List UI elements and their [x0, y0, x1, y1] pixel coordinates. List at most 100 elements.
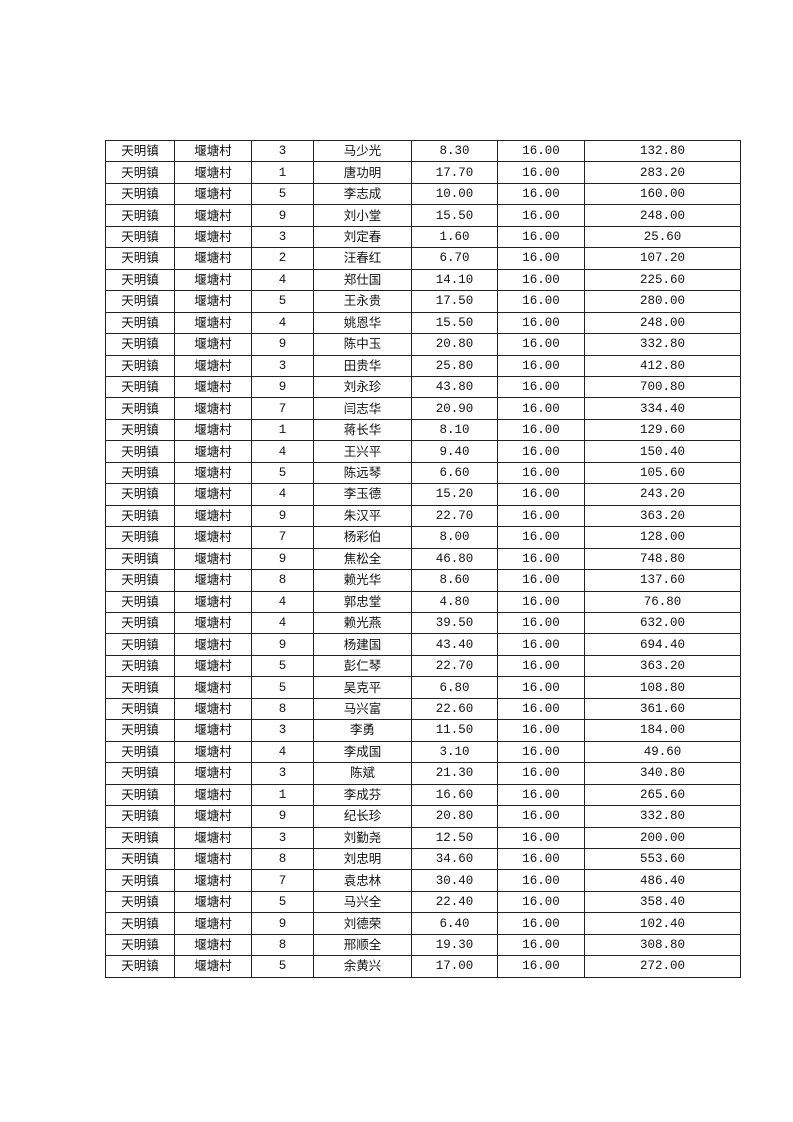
amount-cell: 280.00: [584, 290, 741, 313]
group-cell: 5: [251, 182, 314, 206]
area-cell: 17.50: [411, 290, 498, 313]
amount-cell: 25.60: [584, 225, 741, 249]
rate-cell: 16.00: [497, 139, 585, 163]
amount-cell: 700.80: [584, 375, 741, 399]
rate-cell: 16.00: [497, 354, 585, 377]
rate-cell: 16.00: [497, 397, 585, 420]
amount-cell: 225.60: [584, 268, 741, 292]
name-cell: 赖光燕: [313, 611, 412, 635]
rate-cell: 16.00: [497, 654, 585, 678]
rate-cell: 16.00: [497, 247, 585, 270]
table-row: 天明镇 堰塘村 5 吴克平 6.80 16.00 108.80: [105, 676, 741, 699]
rate-cell: 16.00: [497, 762, 585, 785]
rate-cell: 16.00: [497, 847, 585, 871]
table-row: 天明镇 堰塘村 8 马兴富 22.60 16.00 361.60: [105, 697, 741, 721]
amount-cell: 49.60: [584, 740, 741, 764]
village-cell: 堰塘村: [174, 633, 252, 656]
table-row: 天明镇 堰塘村 3 马少光 8.30 16.00 132.80: [105, 139, 741, 163]
name-cell: 陈斌: [313, 762, 412, 785]
amount-cell: 553.60: [584, 847, 741, 871]
name-cell: 马兴全: [313, 890, 412, 914]
rate-cell: 16.00: [497, 676, 585, 699]
table-row: 天明镇 堰塘村 9 刘永珍 43.80 16.00 700.80: [105, 375, 741, 399]
amount-cell: 332.80: [584, 805, 741, 828]
table-row: 天明镇 堰塘村 9 朱汉平 22.70 16.00 363.20: [105, 504, 741, 528]
village-cell: 堰塘村: [174, 504, 252, 528]
table-row: 天明镇 堰塘村 3 刘勤尧 12.50 16.00 200.00: [105, 826, 741, 849]
town-cell: 天明镇: [105, 375, 175, 399]
table-row: 天明镇 堰塘村 5 李志成 10.00 16.00 160.00: [105, 182, 741, 206]
area-cell: 20.80: [411, 333, 498, 356]
amount-cell: 632.00: [584, 611, 741, 635]
group-cell: 7: [251, 397, 314, 420]
amount-cell: 412.80: [584, 354, 741, 377]
amount-cell: 160.00: [584, 182, 741, 206]
amount-cell: 129.60: [584, 418, 741, 442]
area-cell: 6.80: [411, 676, 498, 699]
group-cell: 4: [251, 590, 314, 613]
town-cell: 天明镇: [105, 805, 175, 828]
table-row: 天明镇 堰塘村 4 姚恩华 15.50 16.00 248.00: [105, 311, 741, 335]
amount-cell: 200.00: [584, 826, 741, 849]
name-cell: 李勇: [313, 719, 412, 742]
name-cell: 朱汉平: [313, 504, 412, 528]
table-row: 天明镇 堰塘村 4 李成国 3.10 16.00 49.60: [105, 740, 741, 764]
rate-cell: 16.00: [497, 375, 585, 399]
amount-cell: 132.80: [584, 139, 741, 163]
area-cell: 8.30: [411, 139, 498, 163]
town-cell: 天明镇: [105, 783, 175, 807]
rate-cell: 16.00: [497, 440, 585, 463]
group-cell: 8: [251, 569, 314, 592]
village-cell: 堰塘村: [174, 762, 252, 785]
town-cell: 天明镇: [105, 268, 175, 292]
town-cell: 天明镇: [105, 869, 175, 892]
town-cell: 天明镇: [105, 418, 175, 442]
village-cell: 堰塘村: [174, 247, 252, 270]
group-cell: 3: [251, 719, 314, 742]
village-cell: 堰塘村: [174, 676, 252, 699]
village-cell: 堰塘村: [174, 290, 252, 313]
village-cell: 堰塘村: [174, 526, 252, 549]
amount-cell: 184.00: [584, 719, 741, 742]
amount-cell: 363.20: [584, 504, 741, 528]
rate-cell: 16.00: [497, 290, 585, 313]
village-cell: 堰塘村: [174, 783, 252, 807]
village-cell: 堰塘村: [174, 719, 252, 742]
table-row: 天明镇 堰塘村 4 王兴平 9.40 16.00 150.40: [105, 440, 741, 463]
town-cell: 天明镇: [105, 912, 175, 935]
amount-cell: 248.00: [584, 204, 741, 227]
area-cell: 15.50: [411, 204, 498, 227]
group-cell: 9: [251, 375, 314, 399]
table-row: 天明镇 堰塘村 3 陈斌 21.30 16.00 340.80: [105, 762, 741, 785]
rate-cell: 16.00: [497, 955, 585, 978]
name-cell: 袁忠林: [313, 869, 412, 892]
amount-cell: 243.20: [584, 483, 741, 506]
rate-cell: 16.00: [497, 461, 585, 485]
name-cell: 彭仁琴: [313, 654, 412, 678]
rate-cell: 16.00: [497, 547, 585, 571]
amount-cell: 137.60: [584, 569, 741, 592]
group-cell: 3: [251, 354, 314, 377]
table-row: 天明镇 堰塘村 9 刘德荣 6.40 16.00 102.40: [105, 912, 741, 935]
group-cell: 5: [251, 290, 314, 313]
rate-cell: 16.00: [497, 740, 585, 764]
group-cell: 9: [251, 333, 314, 356]
amount-cell: 363.20: [584, 654, 741, 678]
area-cell: 17.70: [411, 161, 498, 184]
name-cell: 马少光: [313, 139, 412, 163]
town-cell: 天明镇: [105, 697, 175, 721]
town-cell: 天明镇: [105, 933, 175, 957]
amount-cell: 128.00: [584, 526, 741, 549]
rate-cell: 16.00: [497, 869, 585, 892]
town-cell: 天明镇: [105, 139, 175, 163]
rate-cell: 16.00: [497, 590, 585, 613]
town-cell: 天明镇: [105, 890, 175, 914]
name-cell: 焦松全: [313, 547, 412, 571]
area-cell: 22.70: [411, 654, 498, 678]
rate-cell: 16.00: [497, 783, 585, 807]
table-row: 天明镇 堰塘村 3 刘定春 1.60 16.00 25.60: [105, 225, 741, 249]
group-cell: 5: [251, 890, 314, 914]
table-row: 天明镇 堰塘村 1 蒋长华 8.10 16.00 129.60: [105, 418, 741, 442]
village-cell: 堰塘村: [174, 547, 252, 571]
village-cell: 堰塘村: [174, 139, 252, 163]
